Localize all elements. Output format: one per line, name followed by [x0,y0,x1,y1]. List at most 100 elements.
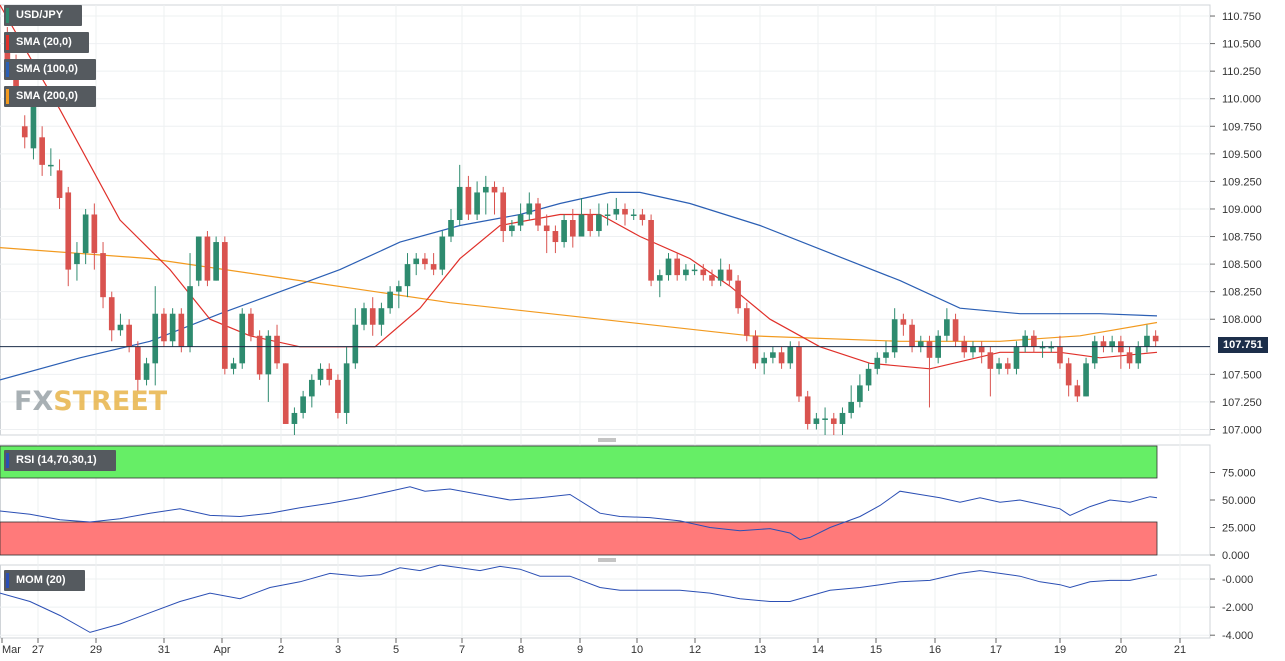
rsi-label[interactable]: RSI (14,70,30,1) [4,450,116,471]
candle-down [543,225,550,232]
price-tick-label: 108.250 [1222,287,1262,299]
candle-down [778,352,785,364]
candle-up [195,236,202,281]
price-tick-label: 110.000 [1222,94,1261,106]
rsi-zones [0,445,1158,556]
time-tick-label: 19 [1054,644,1066,656]
rsi-path [0,486,1158,541]
candle-up [378,308,385,325]
rsi-overbought-zone [0,445,1158,479]
candle-down [674,258,681,276]
candle-down [1100,341,1107,347]
candle-up [517,214,524,226]
sma20-label[interactable]: SMA (20,0) [4,32,89,53]
candle-up [1022,335,1028,347]
candle-down [369,308,376,325]
candle-up [596,214,602,232]
candle-down [735,280,741,309]
candle-down [743,308,750,336]
candle-up [770,352,776,358]
candle-down [726,269,733,281]
candle-up [944,319,950,336]
candle-up [1013,346,1020,369]
time-tick-label: Mar [2,644,21,656]
sma100-text: SMA (100,0) [16,63,78,75]
logo-fx: FX [14,386,54,417]
candle-down [622,208,628,215]
candle-up [822,418,828,420]
price-tick-label: 107.000 [1222,424,1262,436]
time-tick-label: 31 [158,644,170,656]
candle-up [448,220,454,237]
mom-path [0,564,1158,633]
candle-up [665,258,672,276]
candle-up [1109,341,1115,347]
candle-up [604,214,611,216]
rsi-tick-label: 0.000 [1222,550,1250,562]
candle-up [578,214,585,237]
candle-up [1135,346,1142,364]
candle-down [804,396,811,424]
candle-down [326,368,333,380]
pane-border [0,564,1211,639]
candle-up [82,214,89,254]
candle-down [1004,363,1011,369]
price-tick-label: 107.500 [1222,369,1262,381]
candle-down [108,297,115,331]
candle-down [1152,335,1159,342]
logo-street: STREET [53,386,168,417]
candle-down [926,341,933,358]
candle-up [839,412,846,424]
time-tick-label: 5 [393,644,399,656]
sma100-label[interactable]: SMA (100,0) [4,59,96,80]
candle-down [39,137,45,165]
sma200-label[interactable]: SMA (200,0) [4,86,96,107]
candle-up [1091,341,1098,364]
candle-up [152,313,159,364]
candle-up [404,264,411,287]
candle-down [91,214,98,254]
candle-up [1083,363,1089,397]
pane-border [0,4,1211,436]
price-tick-label: 108.500 [1222,259,1262,271]
mom-swatch [6,573,9,588]
candle-up [317,368,324,380]
candle-up [456,186,463,220]
candle-up [917,341,924,347]
candle-up [387,291,393,309]
price-tick-label: 109.000 [1222,204,1262,216]
mom-label[interactable]: MOM (20) [4,570,85,591]
mom-text: MOM (20) [16,574,66,586]
time-tick-label: 10 [631,644,643,656]
price-tick-label: 109.750 [1222,121,1262,133]
time-tick-label: 15 [870,644,882,656]
candle-down [987,352,994,369]
candle-down [430,264,437,270]
candle-up [996,363,1002,369]
candle-up [874,357,881,369]
time-tick-label: 16 [929,644,941,656]
candle-up [48,164,54,167]
candle-up [683,269,689,276]
time-tick-label: 17 [990,644,1002,656]
candle-down [978,346,985,353]
price-tick-label: 109.500 [1222,149,1262,161]
candle-down [248,313,254,336]
candle-up [213,242,219,281]
candle-down [569,220,576,237]
time-tick-label: 9 [577,644,583,656]
symbol-label[interactable]: USD/JPY [4,5,82,26]
price-tick-label: 110.750 [1222,11,1261,23]
sma200-swatch [6,89,9,104]
time-tick-label: 3 [335,644,341,656]
candle-up [970,346,976,353]
time-tick-label: 8 [518,644,524,656]
sma20-swatch [6,35,9,50]
time-tick-label: 21 [1174,644,1186,656]
rsi-tick-label: 50.000 [1222,495,1256,507]
candles [4,27,1159,435]
candle-up [1039,346,1046,349]
sma20-text: SMA (20,0) [16,36,72,48]
candle-down [126,324,132,347]
price-tick-label: 110.250 [1222,66,1261,78]
